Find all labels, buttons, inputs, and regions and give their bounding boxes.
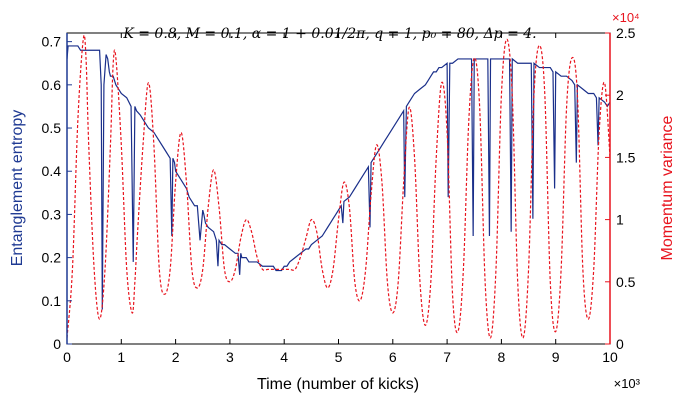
series-entanglement-entropy — [67, 45, 610, 310]
y-left-tick-label: 0.2 — [42, 250, 62, 266]
y-right-tick-label: 0.5 — [616, 274, 636, 290]
y-left-tick-label: 0.5 — [42, 120, 62, 136]
series-momentum-variance — [67, 34, 610, 339]
y-left-tick-label: 0.1 — [42, 293, 62, 309]
y-right-tick-label: 2 — [616, 87, 624, 103]
y-right-tick-label: 0 — [616, 336, 624, 352]
x-axis-label: Time (number of kicks) — [257, 376, 419, 393]
x-tick-label: 4 — [280, 349, 288, 365]
y-left-tick-label: 0.4 — [42, 163, 62, 179]
axis-layer: 0 1 2 3 4 5 6 7 8 9 1000.10.20.30.40.50.60.700.511… — [42, 25, 636, 365]
x-tick-label: 1 — [117, 349, 125, 365]
y-left-tick-label: 0.6 — [42, 77, 62, 93]
x-tick-label: 8 — [498, 349, 506, 365]
x-tick-label: 7 — [443, 349, 451, 365]
y-right-tick-label: 1 — [616, 212, 624, 228]
x-tick-label: 0 — [63, 349, 71, 365]
y-left-axis-label: Entanglement entropy — [9, 110, 26, 267]
plot-area — [66, 32, 611, 345]
x-tick-label: 10 — [602, 349, 618, 365]
x-tick-label: 5 — [335, 349, 343, 365]
y-left-tick-label: 0.7 — [42, 34, 62, 50]
y-right-tick-label: 2.5 — [616, 25, 636, 41]
x-tick-label: 9 — [552, 349, 560, 365]
x-tick-label: 6 — [389, 349, 397, 365]
chart-title: K = 0.8, M = 0.1, α = 1 + 0.01/2π, q = 1… — [122, 26, 536, 42]
x-exponent-label: ×10³ — [614, 376, 641, 391]
y-left-tick-label: 0.3 — [42, 206, 62, 222]
y-left-tick-label: 0 — [53, 336, 61, 352]
x-tick-label: 3 — [226, 349, 234, 365]
y-right-exponent-label: ×10⁴ — [612, 10, 640, 25]
y-right-tick-label: 1.5 — [616, 149, 636, 165]
y-right-axis-label: Momentum variance — [659, 115, 676, 260]
series-layer — [67, 34, 610, 339]
x-tick-label: 2 — [172, 349, 180, 365]
